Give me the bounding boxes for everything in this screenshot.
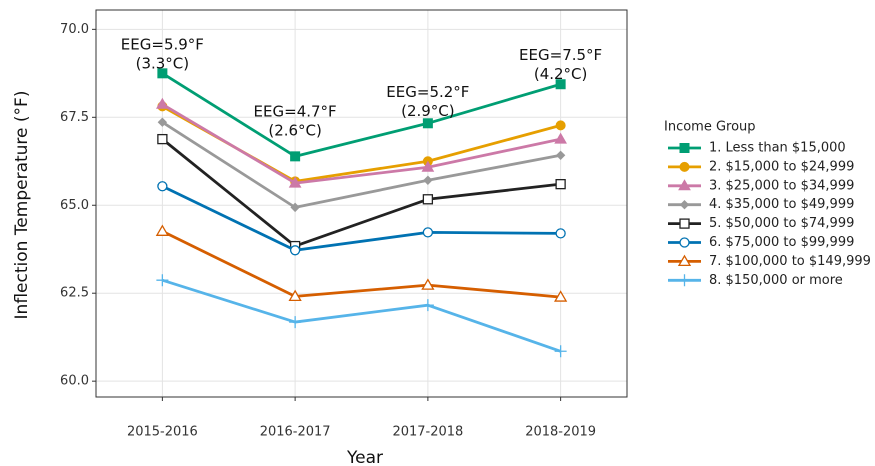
series-line bbox=[161, 103, 561, 185]
annotation: EEG=4.7°F bbox=[254, 103, 337, 121]
y-tick-label: 62.5 bbox=[60, 286, 89, 301]
annotation: (4.2°C) bbox=[534, 65, 588, 83]
x-tick-label: 2015-2016 bbox=[127, 425, 198, 440]
marker bbox=[156, 97, 169, 109]
legend-label: 4. $35,000 to $49,999 bbox=[709, 197, 854, 212]
marker bbox=[679, 237, 690, 248]
marker bbox=[554, 132, 567, 144]
series-line bbox=[161, 278, 562, 353]
marker bbox=[422, 194, 434, 205]
y-tick-label: 70.0 bbox=[60, 22, 89, 37]
annotation: (2.9°C) bbox=[401, 102, 455, 120]
marker bbox=[421, 299, 434, 312]
marker bbox=[157, 133, 168, 145]
legend-label: 7. $100,000 to $149,999 bbox=[709, 254, 871, 269]
legend-label: 6. $75,000 to $99,999 bbox=[709, 235, 854, 250]
marker bbox=[422, 118, 433, 129]
marker bbox=[555, 178, 566, 190]
marker bbox=[677, 254, 692, 267]
annotation: EEG=5.9°F bbox=[121, 36, 204, 54]
marker bbox=[157, 117, 168, 127]
x-tick-label: 2017-2018 bbox=[392, 425, 463, 440]
marker bbox=[421, 278, 435, 290]
annotation: (2.6°C) bbox=[268, 122, 322, 140]
legend-label: 5. $50,000 to $74,999 bbox=[709, 216, 854, 231]
marker bbox=[423, 175, 433, 185]
legend-label: 2. $15,000 to $24,999 bbox=[709, 159, 854, 174]
y-tick-label: 60.0 bbox=[60, 374, 89, 389]
marker bbox=[290, 202, 300, 213]
marker bbox=[290, 151, 301, 162]
marker bbox=[157, 68, 168, 79]
marker bbox=[421, 160, 435, 172]
x-tick-label: 2018-2019 bbox=[525, 425, 596, 440]
marks bbox=[155, 68, 568, 358]
y-axis-title: Inflection Temperature (°F) bbox=[12, 91, 32, 320]
marker bbox=[555, 228, 566, 239]
marker bbox=[678, 274, 691, 287]
marker bbox=[679, 199, 690, 210]
y-tick-label: 67.5 bbox=[60, 110, 89, 125]
marker bbox=[554, 345, 567, 358]
series-line bbox=[161, 121, 561, 209]
plot-border bbox=[95, 9, 628, 398]
series-line bbox=[161, 230, 561, 299]
marker bbox=[555, 120, 566, 131]
marker bbox=[678, 179, 691, 191]
marker bbox=[555, 79, 566, 90]
marker bbox=[553, 290, 568, 302]
marker bbox=[679, 218, 690, 229]
y-tick-label: 65.0 bbox=[60, 198, 89, 213]
legend-label: 1. Less than $15,000 bbox=[709, 141, 846, 156]
marker bbox=[157, 181, 168, 192]
marker bbox=[156, 274, 169, 287]
marker bbox=[555, 150, 566, 161]
marker bbox=[422, 227, 434, 238]
x-axis-title: Year bbox=[346, 448, 383, 466]
marker bbox=[289, 316, 302, 329]
annotation: EEG=5.2°F bbox=[386, 83, 469, 101]
annotation: (3.3°C) bbox=[136, 55, 190, 73]
marker bbox=[289, 245, 301, 256]
marker bbox=[288, 176, 302, 188]
x-tick-label: 2016-2017 bbox=[260, 425, 331, 440]
legend-title: Income Group bbox=[664, 120, 756, 135]
legend-label: 8. $150,000 or more bbox=[709, 273, 843, 288]
marker bbox=[679, 161, 690, 172]
legend-label: 3. $25,000 to $34,999 bbox=[709, 178, 854, 193]
series-line bbox=[161, 184, 561, 252]
series-line bbox=[161, 72, 562, 158]
series-line bbox=[161, 138, 561, 248]
marker bbox=[679, 143, 690, 153]
marker bbox=[288, 289, 302, 302]
annotation: EEG=7.5°F bbox=[519, 46, 602, 64]
plot-area bbox=[96, 10, 627, 397]
marker bbox=[155, 224, 170, 236]
